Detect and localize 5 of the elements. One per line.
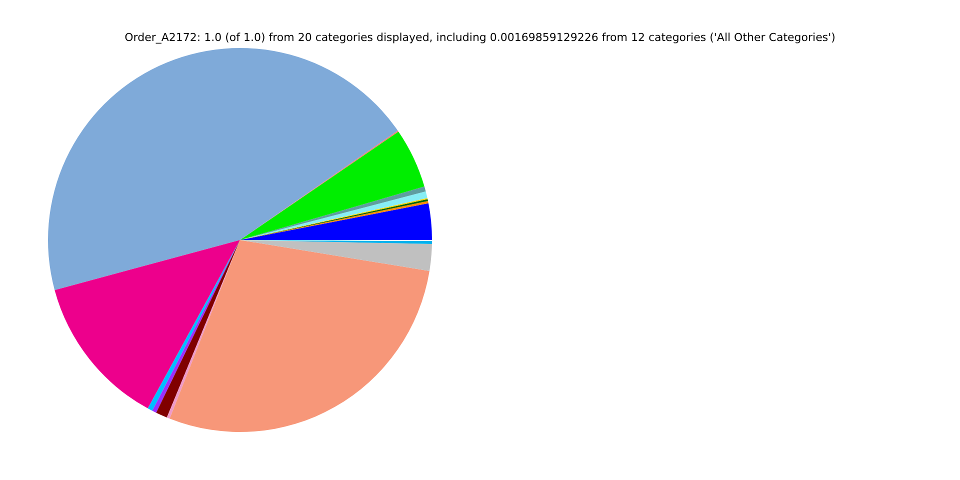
pie-slice xyxy=(240,240,432,271)
pie-slice xyxy=(48,48,398,290)
pie-slice xyxy=(170,240,430,432)
text: Order_A2172: 1.0 (of 1.0) from 20 categories displayed, including 0.00169859129226 from 12 categories ('All Other Categories') xyxy=(124,31,836,44)
pie-slice xyxy=(54,240,240,408)
